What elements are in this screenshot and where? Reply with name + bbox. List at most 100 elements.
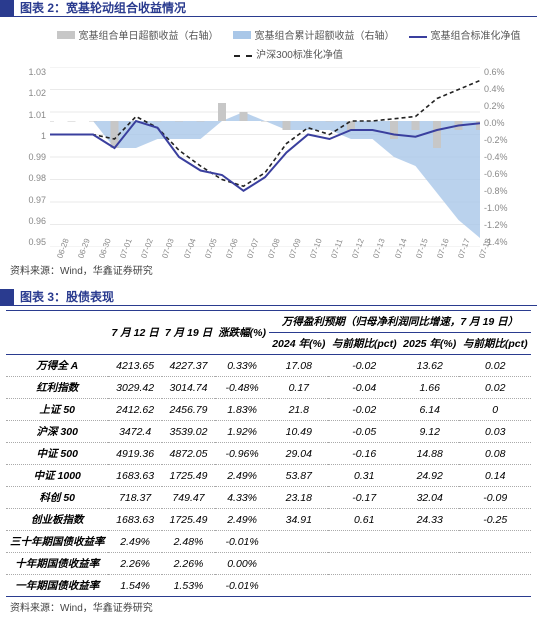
cell: 2456.79 (162, 399, 215, 421)
cell (459, 531, 531, 553)
cell: 0.00% (215, 553, 269, 575)
cell: -0.16 (328, 443, 400, 465)
cell: 34.91 (269, 509, 328, 531)
cell (400, 575, 459, 597)
row-name: 科创 50 (6, 487, 108, 509)
cell: 0.02 (459, 377, 531, 399)
x-tick: 07-12 (351, 249, 362, 260)
cell: 0.03 (459, 421, 531, 443)
cell: 6.14 (400, 399, 459, 421)
chart2-title-bar: 图表 2：宽基轮动组合收益情况 (0, 0, 537, 17)
chart2-title: 图表 2：宽基轮动组合收益情况 (20, 0, 186, 16)
legend-swatch (234, 55, 252, 57)
cell: 749.47 (162, 487, 215, 509)
cell: 13.62 (400, 355, 459, 377)
table-row: 万得全 A4213.654227.370.33%17.08-0.0213.620… (6, 355, 531, 377)
chart2-source: 资料来源：Wind，华鑫证券研究 (10, 262, 537, 277)
cell (400, 553, 459, 575)
cell: 29.04 (269, 443, 328, 465)
cell: 1725.49 (162, 509, 215, 531)
cell: 2.49% (215, 509, 269, 531)
legend-swatch (57, 31, 75, 39)
y2-tick: 0.6% (484, 67, 518, 77)
cell: 17.08 (269, 355, 328, 377)
chart2-body: 宽基组合单日超额收益（右轴）宽基组合累计超额收益（右轴）宽基组合标准化净值沪深3… (0, 21, 537, 260)
cell: 1.66 (400, 377, 459, 399)
cell: 32.04 (400, 487, 459, 509)
cell: 2.48% (162, 531, 215, 553)
cell: 4.33% (215, 487, 269, 509)
chart2-svg (50, 67, 480, 247)
table-row: 三十年期国债收益率2.49%2.48%-0.01% (6, 531, 531, 553)
cell: 2412.62 (108, 399, 161, 421)
cell: 3014.74 (162, 377, 215, 399)
cell (400, 531, 459, 553)
cell: -0.01% (215, 575, 269, 597)
legend-item: 宽基组合标准化净值 (409, 27, 521, 42)
table-row: 上证 502412.622456.791.83%21.8-0.026.140 (6, 399, 531, 421)
x-tick: 07-15 (414, 249, 425, 260)
y1-tick: 0.97 (20, 195, 46, 205)
x-tick: 07-02 (140, 249, 151, 260)
y1-tick: 0.96 (20, 216, 46, 226)
cell (459, 575, 531, 597)
y2-tick: 0.2% (484, 101, 518, 111)
cell: 53.87 (269, 465, 328, 487)
x-tick: 07-17 (456, 249, 467, 260)
cell: -0.02 (328, 355, 400, 377)
cell: -0.96% (215, 443, 269, 465)
cell: 0.31 (328, 465, 400, 487)
cell: 24.33 (400, 509, 459, 531)
cell: 0 (459, 399, 531, 421)
table-wrap: 7 月 12 日 7 月 19 日 涨跌幅(%) 万得盈利预期（归母净利润同比增… (0, 310, 537, 597)
legend-item: 宽基组合单日超额收益（右轴） (57, 27, 219, 42)
th-date1: 7 月 12 日 (108, 311, 161, 355)
row-name: 红利指数 (6, 377, 108, 399)
cell: 10.49 (269, 421, 328, 443)
x-tick: 06-29 (76, 249, 87, 260)
cell: 0.02 (459, 355, 531, 377)
legend-swatch (233, 31, 251, 39)
table-row: 沪深 3003472.43539.021.92%10.49-0.059.120.… (6, 421, 531, 443)
legend-label: 宽基组合标准化净值 (431, 27, 521, 42)
chart2-section: 图表 2：宽基轮动组合收益情况 宽基组合单日超额收益（右轴）宽基组合累计超额收益… (0, 0, 537, 277)
cell: 0.08 (459, 443, 531, 465)
legend-swatch (409, 36, 427, 38)
row-name: 万得全 A (6, 355, 108, 377)
x-tick: 07-16 (435, 249, 446, 260)
y1-tick: 1.03 (20, 67, 46, 77)
x-tick: 07-06 (224, 249, 235, 260)
chart3-source: 资料来源：Wind，华鑫证券研究 (10, 599, 537, 614)
x-tick: 07-04 (182, 249, 193, 260)
y1-tick: 1 (20, 131, 46, 141)
y2-tick: -1.2% (484, 220, 518, 230)
cell: 0.61 (328, 509, 400, 531)
cell: 3029.42 (108, 377, 161, 399)
table-row: 创业板指数1683.631725.492.49%34.910.6124.33-0… (6, 509, 531, 531)
y-right-axis: 0.6%0.4%0.2%0.0%-0.2%-0.4%-0.6%-0.8%-1.0… (484, 67, 518, 247)
cell: 0.14 (459, 465, 531, 487)
table-row: 十年期国债收益率2.26%2.26%0.00% (6, 553, 531, 575)
chart3-section: 图表 3：股债表现 7 月 12 日 7 月 19 日 涨跌幅(%) 万得盈利预… (0, 289, 537, 614)
row-name: 十年期国债收益率 (6, 553, 108, 575)
cell: 2.26% (108, 553, 161, 575)
x-tick: 07-18 (477, 249, 488, 260)
cell: -0.25 (459, 509, 531, 531)
x-tick: 07-08 (266, 249, 277, 260)
cell: 0.33% (215, 355, 269, 377)
x-tick: 07-05 (203, 249, 214, 260)
title-block (0, 289, 14, 305)
cell (269, 531, 328, 553)
title-block (0, 0, 14, 16)
y2-tick: 0.0% (484, 118, 518, 128)
cell: 1.54% (108, 575, 161, 597)
cell: 1.53% (162, 575, 215, 597)
th-g3: 2025 年(%) (400, 333, 459, 355)
chart2-plot: 1.031.021.0110.990.980.970.960.95 0.6%0.… (50, 67, 480, 247)
th-group: 万得盈利预期（归母净利润同比增速，7 月 19 日） (269, 311, 531, 333)
y2-tick: -1.0% (484, 203, 518, 213)
cell: -0.17 (328, 487, 400, 509)
cell: 2.49% (108, 531, 161, 553)
th-date2: 7 月 19 日 (162, 311, 215, 355)
chart3-title: 图表 3：股债表现 (20, 289, 114, 305)
